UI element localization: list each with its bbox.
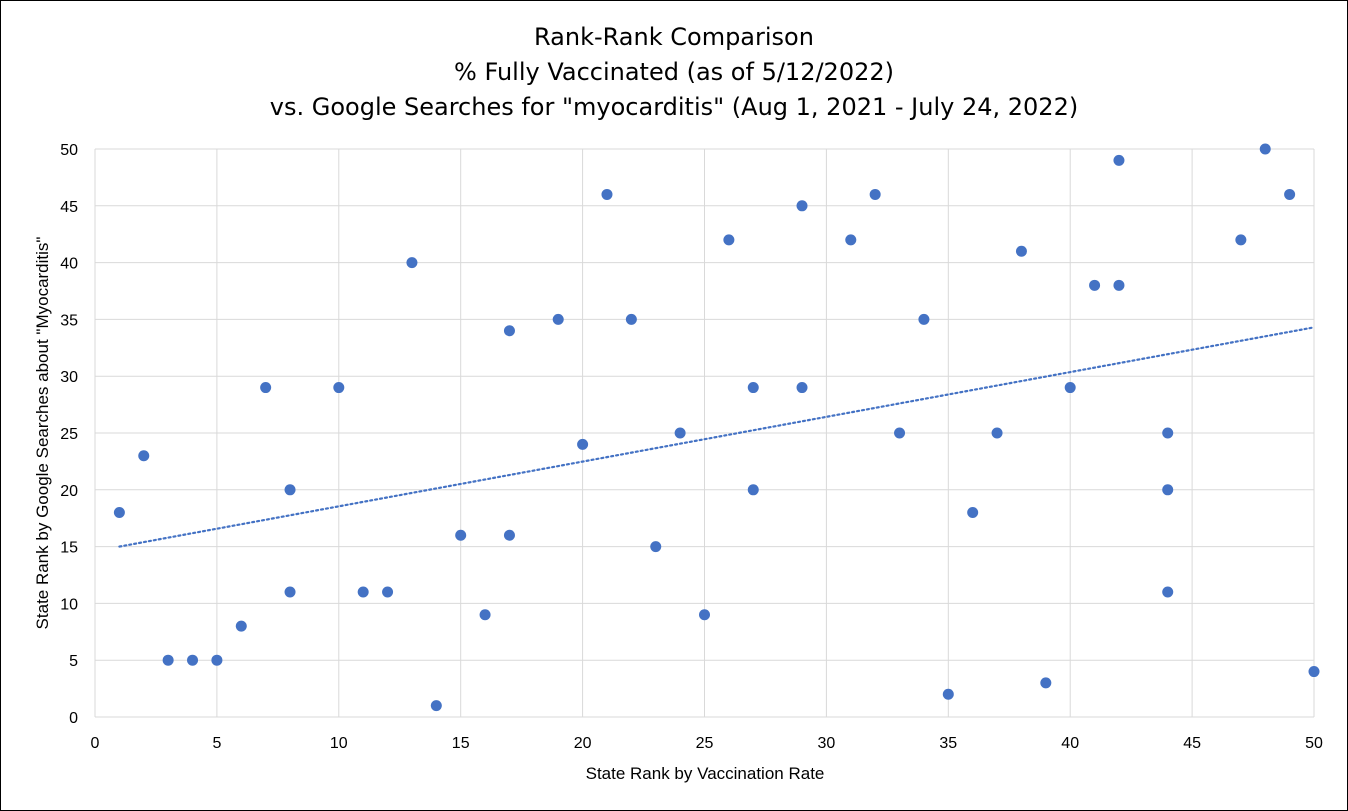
data-point bbox=[187, 654, 199, 666]
data-point bbox=[284, 586, 296, 598]
data-point bbox=[650, 541, 662, 553]
data-point bbox=[430, 700, 442, 712]
data-point bbox=[1064, 382, 1076, 394]
data-point bbox=[894, 427, 906, 439]
data-point bbox=[845, 234, 857, 246]
y-tick-label: 15 bbox=[60, 540, 78, 557]
data-point bbox=[503, 529, 515, 541]
chart-title-line-3: vs. Google Searches for "myocarditis" (A… bbox=[270, 93, 1078, 121]
data-point bbox=[406, 257, 418, 269]
data-point bbox=[699, 609, 710, 621]
x-tick-label: 20 bbox=[574, 735, 592, 752]
x-tick-label: 10 bbox=[330, 735, 348, 752]
data-point bbox=[333, 382, 345, 394]
chart-title-line-1: Rank-Rank Comparison bbox=[534, 23, 814, 51]
data-point bbox=[1259, 143, 1271, 155]
data-point bbox=[211, 654, 223, 666]
x-tick-label: 25 bbox=[696, 735, 714, 752]
data-point bbox=[967, 507, 979, 519]
data-point bbox=[942, 688, 954, 700]
data-point bbox=[1162, 427, 1174, 439]
data-point bbox=[625, 313, 637, 325]
data-point bbox=[357, 586, 369, 598]
gridlines bbox=[94, 148, 1315, 718]
data-point bbox=[869, 188, 881, 200]
data-point bbox=[1113, 154, 1125, 166]
data-point bbox=[479, 609, 491, 621]
data-point bbox=[723, 234, 735, 246]
y-tick-label: 30 bbox=[60, 369, 78, 386]
chart-title-line-2: % Fully Vaccinated (as of 5/12/2022) bbox=[454, 58, 894, 86]
data-point bbox=[1162, 586, 1174, 598]
data-point bbox=[674, 427, 686, 439]
data-point bbox=[284, 484, 296, 496]
x-axis-title: State Rank by Vaccination Rate bbox=[586, 764, 825, 783]
y-tick-label: 10 bbox=[60, 596, 78, 613]
y-tick-label: 35 bbox=[60, 312, 78, 329]
data-point bbox=[382, 586, 394, 598]
data-point bbox=[1308, 666, 1320, 678]
data-point bbox=[1113, 279, 1125, 291]
x-tick-label: 40 bbox=[1061, 735, 1079, 752]
y-axis-title: State Rank by Google Searches about "Myo… bbox=[33, 237, 52, 630]
y-tick-label: 25 bbox=[60, 426, 78, 443]
data-point bbox=[138, 450, 150, 462]
data-point bbox=[796, 200, 808, 212]
data-points bbox=[113, 143, 1320, 712]
tick-labels: 0 5 10 15 20 25 30 35 40 45 50 0 5 10 15 20 25 30 35 40 45 50 bbox=[60, 142, 1323, 752]
y-tick-label: 50 bbox=[60, 142, 78, 159]
data-point bbox=[235, 620, 247, 632]
data-point bbox=[1235, 234, 1247, 246]
y-tick-label: 45 bbox=[60, 199, 78, 216]
data-point bbox=[1015, 245, 1027, 257]
trendline-layer bbox=[118, 326, 1316, 548]
data-point bbox=[747, 484, 759, 496]
data-point bbox=[455, 529, 467, 541]
data-point bbox=[747, 382, 759, 394]
data-point bbox=[162, 654, 174, 666]
data-point bbox=[577, 438, 589, 450]
data-point bbox=[503, 325, 515, 337]
x-tick-label: 30 bbox=[818, 735, 836, 752]
y-tick-label: 20 bbox=[60, 483, 78, 500]
y-tick-label: 40 bbox=[60, 256, 78, 273]
data-point bbox=[1040, 677, 1052, 689]
x-tick-label: 50 bbox=[1305, 735, 1323, 752]
x-tick-label: 15 bbox=[452, 735, 470, 752]
x-tick-label: 35 bbox=[939, 735, 957, 752]
data-point bbox=[601, 188, 613, 200]
x-tick-label: 0 bbox=[91, 735, 100, 752]
data-point bbox=[113, 507, 125, 519]
x-tick-label: 45 bbox=[1183, 735, 1201, 752]
data-point bbox=[552, 313, 564, 325]
data-point bbox=[1284, 188, 1296, 200]
x-tick-label: 5 bbox=[212, 735, 221, 752]
trendline bbox=[118, 326, 1316, 548]
data-point bbox=[991, 427, 1003, 439]
data-point bbox=[1089, 279, 1101, 291]
y-tick-label: 0 bbox=[69, 710, 78, 727]
data-point bbox=[1162, 484, 1174, 496]
data-point bbox=[918, 313, 930, 325]
y-tick-label: 5 bbox=[69, 653, 78, 670]
data-point bbox=[260, 382, 272, 394]
data-point bbox=[796, 382, 808, 394]
